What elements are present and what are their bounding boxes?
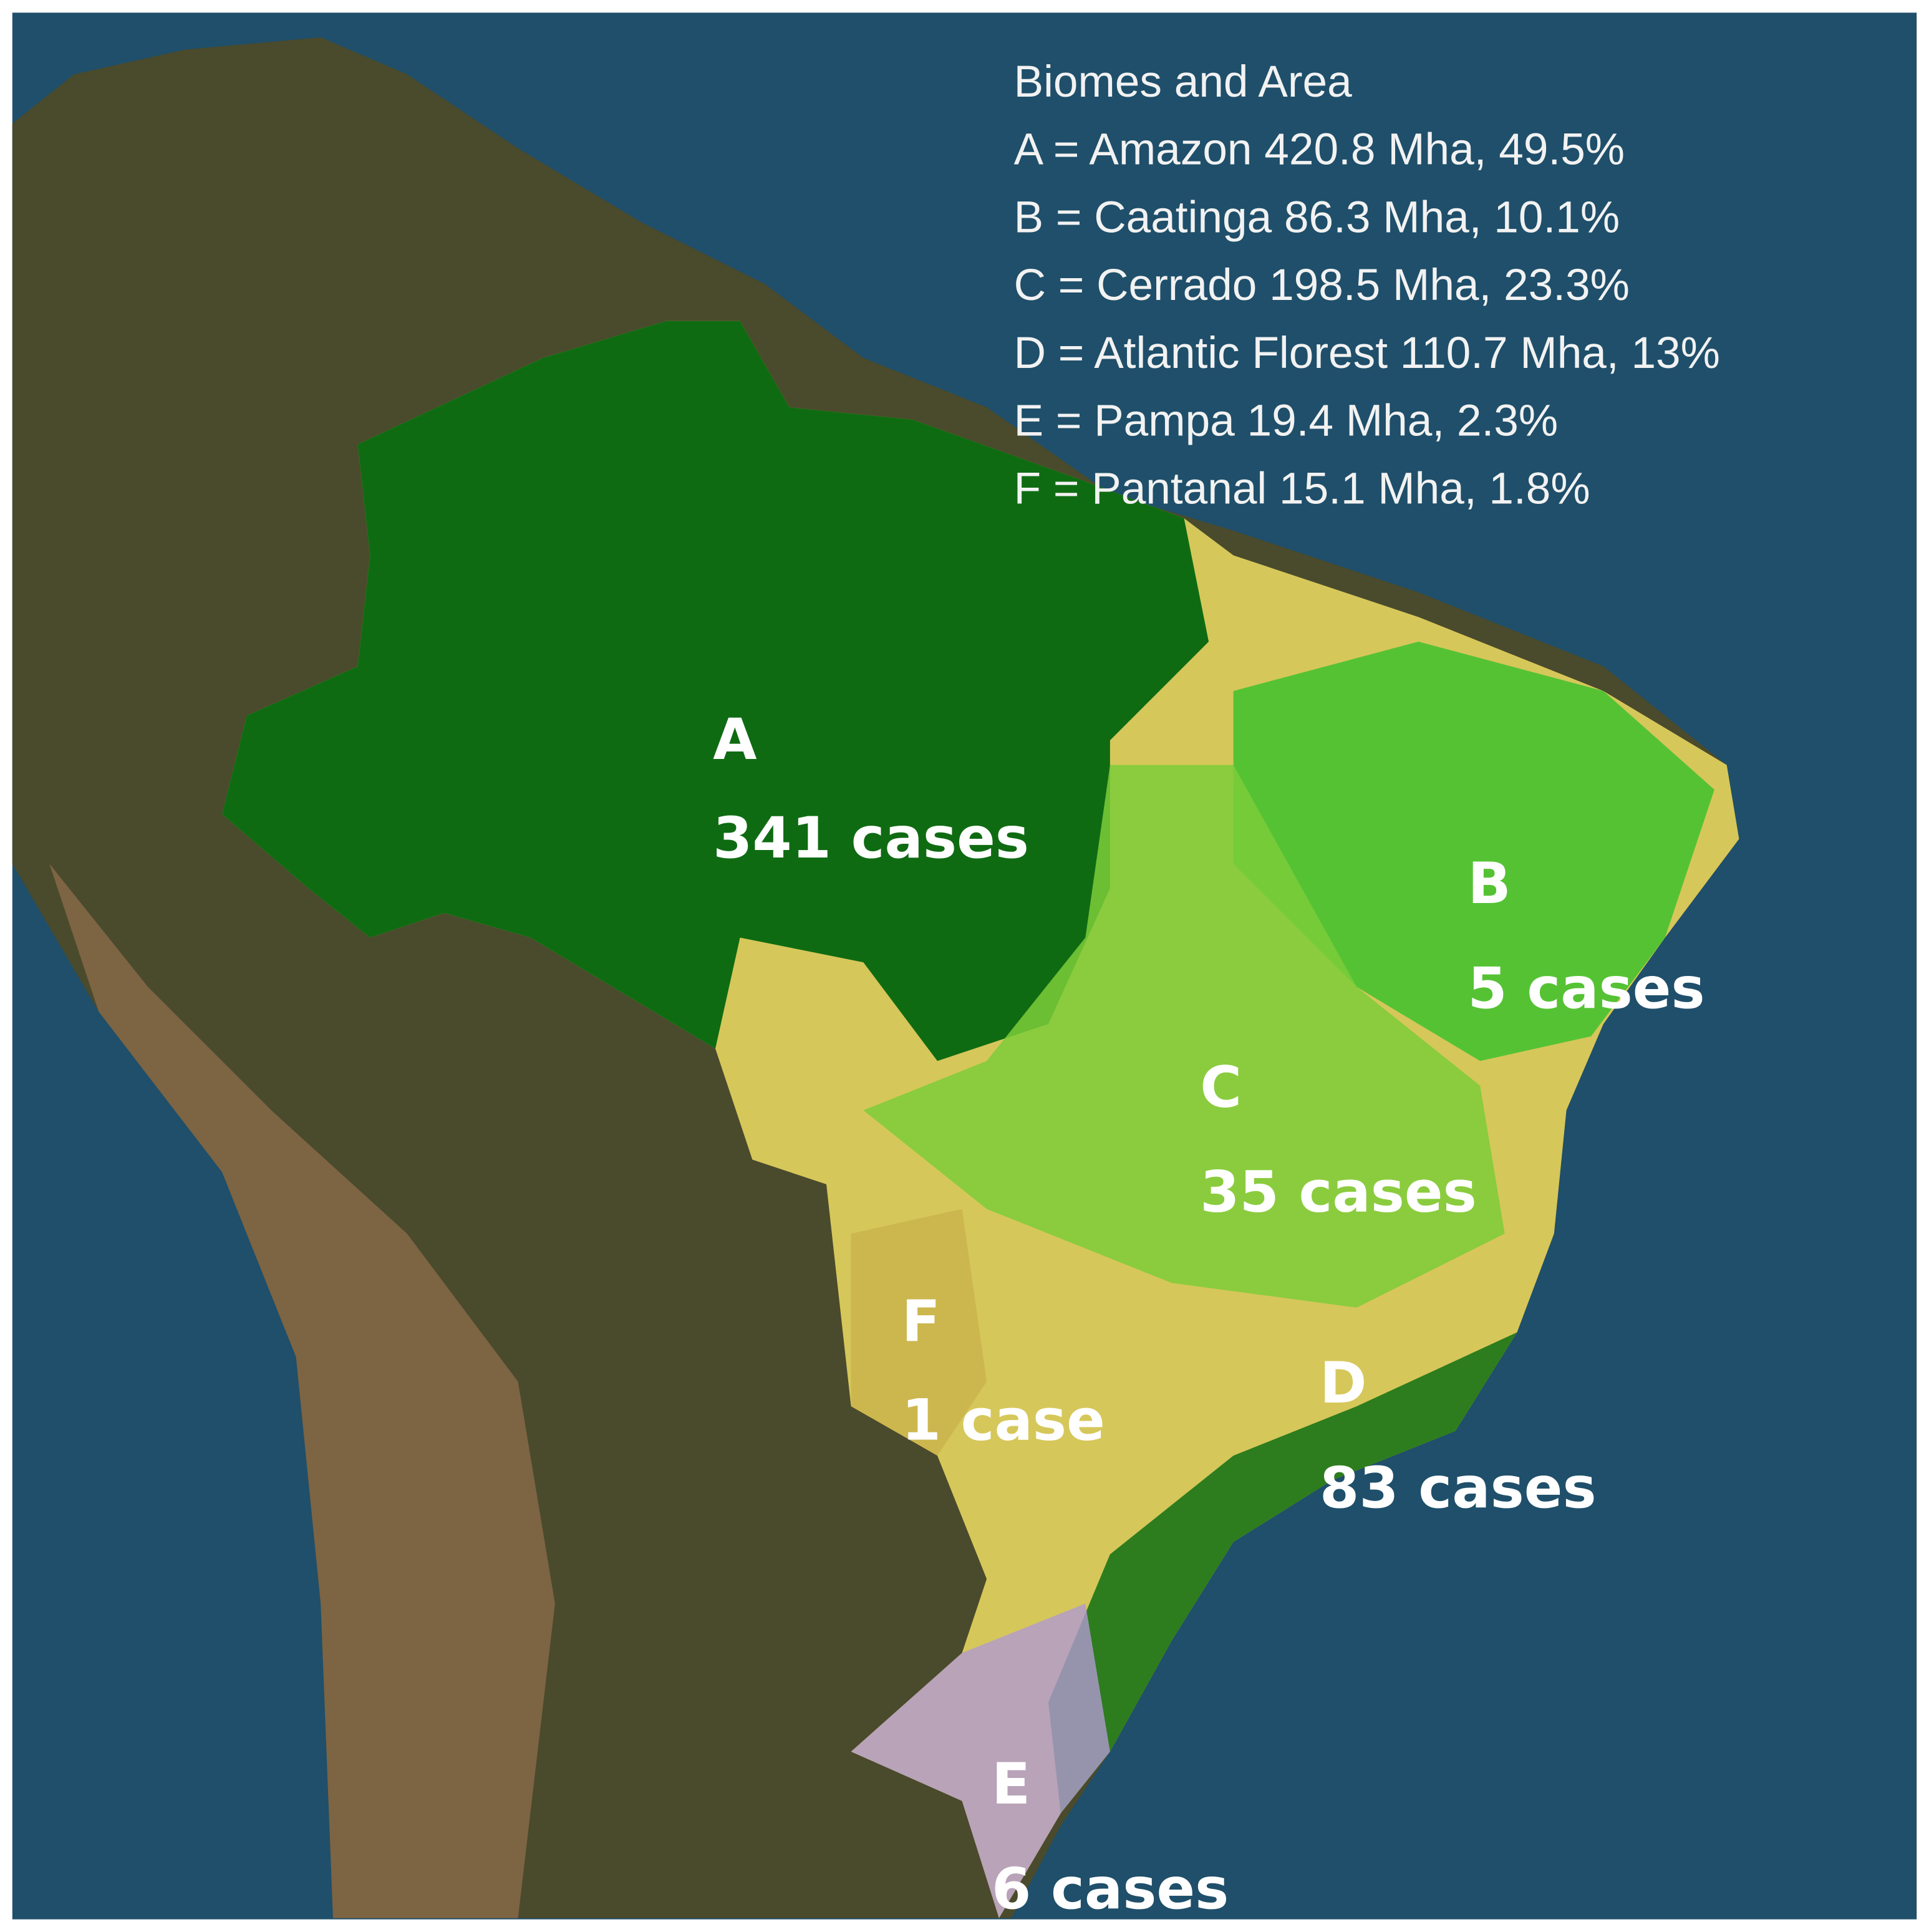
cerrado-biome [863,765,1505,1308]
region-letter: C [1200,1055,1242,1120]
region-letter: F [902,1289,940,1355]
legend-entry: A = Amazon 420.8 Mha, 49.5% [1014,125,1625,175]
region-letter: E [992,1752,1030,1817]
andes [49,863,555,1918]
pampa-biome [851,1603,1110,1918]
atlantic-biome [1048,1332,1517,1814]
legend-entry: E = Pampa 19.4 Mha, 2.3% [1014,397,1559,446]
region-cases: 5 cases [1467,956,1704,1022]
pantanal-biome [851,1209,987,1456]
region-cases: 35 cases [1200,1160,1477,1225]
region-cases: 6 cases [992,1857,1229,1922]
legend-entry: D = Atlantic Florest 110.7 Mha, 13% [1014,329,1720,378]
amazon-biome [221,321,1209,1061]
region-letter: A [713,707,757,773]
legend-entry: C = Cerrado 198.5 Mha, 23.3% [1014,261,1630,310]
legend-title: Biomes and Area [1014,57,1353,107]
region-letter: B [1467,851,1511,917]
legend-entry: F = Pantanal 15.1 Mha, 1.8% [1014,464,1590,513]
legend-entry: B = Caatinga 86.3 Mha, 10.1% [1014,193,1620,242]
region-cases: 83 cases [1320,1456,1597,1521]
caatinga-biome [1233,641,1714,1061]
region-cases: 1 case [902,1388,1105,1453]
region-letter: D [1320,1351,1367,1416]
region-cases: 341 cases [713,806,1029,871]
